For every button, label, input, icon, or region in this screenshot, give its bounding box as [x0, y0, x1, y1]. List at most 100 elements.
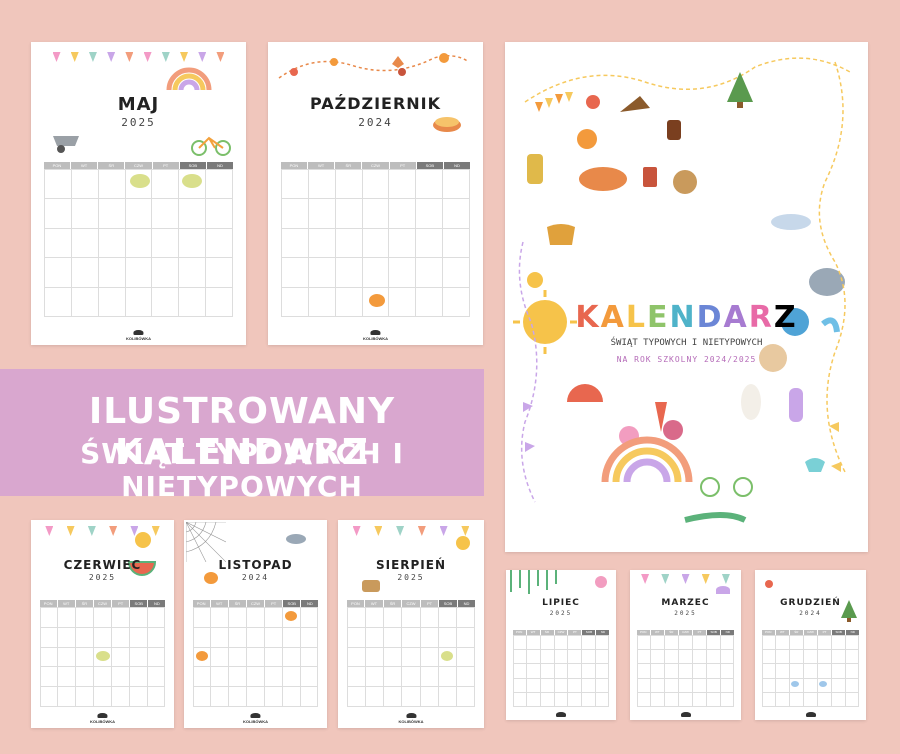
- calendar-cells: [346, 607, 476, 707]
- calendar-page-grudzien: GRUDZIEŃ 2024 PON WT ŚR CZW PT SOB ND: [755, 570, 866, 720]
- calendar-cells: [39, 607, 166, 707]
- cover-school-year: NA ROK SZKOLNY 2024/2025: [616, 355, 757, 364]
- weekday-header: PON: [192, 600, 210, 607]
- calendar-grid: PON WT ŚR CZW PT SOB ND: [39, 600, 166, 707]
- bicycle-icon: [191, 136, 231, 156]
- rainbow-icon: [166, 67, 212, 90]
- weekday-header: ND: [443, 162, 471, 169]
- autumn-garland-icon: [278, 53, 470, 79]
- ornament-icon: [765, 580, 773, 588]
- weekday-header: PON: [39, 600, 57, 607]
- month-year: 2025: [88, 573, 117, 582]
- publisher-logo: KOLIBÓWKA: [126, 330, 151, 341]
- weekday-header: ND: [457, 600, 476, 607]
- weekday-header: ŚR: [98, 162, 125, 169]
- publisher-logo: [680, 712, 691, 718]
- weekday-header: CZW: [125, 162, 152, 169]
- pumpkin-icon: [204, 572, 218, 584]
- weekday-header: PT: [568, 630, 582, 635]
- weekday-header: ŚR: [664, 630, 678, 635]
- pumpkin-icon: [368, 293, 385, 307]
- weekday-header: ND: [596, 630, 610, 635]
- month-year: 2025: [121, 116, 156, 129]
- weekday-header: PT: [389, 162, 416, 169]
- spiderweb-icon: [186, 522, 226, 562]
- weekday-header: WT: [57, 600, 75, 607]
- calendar-cells: [761, 635, 860, 707]
- weekday-header: ŚR: [540, 630, 554, 635]
- weekday-header: CZW: [362, 162, 389, 169]
- weekday-header: CZW: [803, 630, 818, 635]
- weekday-header: ND: [206, 162, 234, 169]
- calendar-cells: [43, 169, 234, 317]
- month-title: PAŹDZIERNIK: [309, 94, 442, 113]
- calendar-cells: [192, 607, 319, 707]
- sunflower-icon: [456, 536, 470, 550]
- month-year: 2025: [397, 573, 425, 582]
- calendar-grid: PON WT ŚR CZW PT SOB ND: [192, 600, 319, 707]
- calendar-grid: PON WT ŚR CZW PT SOB ND: [636, 630, 735, 707]
- weekday-header: PT: [112, 600, 130, 607]
- weekday-header: ŚR: [383, 600, 402, 607]
- publisher-logo: [805, 712, 816, 718]
- palm-leaves-icon: [510, 570, 607, 594]
- bunting-decoration: [45, 526, 160, 538]
- title-banner: ILUSTROWANY KALENDARZ ŚWIĄT TYPOWYCH I N…: [0, 369, 484, 503]
- basket-icon: [362, 580, 380, 592]
- weekday-header: ND: [301, 600, 319, 607]
- calendar-page-czerwiec: CZERWIEC 2025 PON WT ŚR CZW PT SOB ND KOLIBÓWK…: [31, 520, 174, 728]
- weekday-header: CZW: [93, 600, 112, 607]
- month-year: 2025: [674, 610, 697, 617]
- weekday-header: ND: [721, 630, 735, 635]
- calendar-grid: PON WT ŚR CZW PT SOB ND: [346, 600, 476, 707]
- weekday-header: PON: [43, 162, 71, 169]
- calendar-cells: [636, 635, 735, 707]
- weekday-header: SOB: [832, 630, 846, 635]
- weekday-header: ŚR: [789, 630, 803, 635]
- weekday-header: WT: [775, 630, 789, 635]
- watermelon-icon: [127, 561, 157, 576]
- weekday-header: ŚR: [228, 600, 246, 607]
- weekday-header: WT: [365, 600, 383, 607]
- publisher-logo: KOLIBÓWKA: [398, 713, 424, 724]
- weekday-header: CZW: [554, 630, 568, 635]
- banner-title-line1: ILUSTROWANY KALENDARZ: [88, 391, 396, 473]
- calendar-grid: PON WT ŚR CZW PT SOB ND: [512, 630, 610, 707]
- christmas-tree-icon: [841, 600, 857, 622]
- bunting-decoration: [641, 574, 730, 586]
- weekday-header: PON: [512, 630, 526, 635]
- month-year: 2024: [799, 610, 822, 617]
- month-title: LIPIEC: [542, 598, 580, 608]
- weekday-header: PON: [636, 630, 650, 635]
- calendar-page-sierpien: SIERPIEŃ 2025 PON WT ŚR CZW PT SOB ND KOLIBÓWK…: [338, 520, 484, 728]
- weekday-header: PON: [761, 630, 775, 635]
- calendar-grid: PON WT ŚR CZW PT SOB ND: [43, 162, 234, 317]
- weekday-header: ŚR: [75, 600, 93, 607]
- weekday-header: WT: [526, 630, 540, 635]
- weekday-header: PON: [346, 600, 365, 607]
- weekday-header: PT: [152, 162, 179, 169]
- calendar-grid: PON WT ŚR CZW PT SOB ND: [761, 630, 860, 707]
- cover-title: KALENDARZ: [575, 300, 798, 335]
- cloud-icon: [286, 534, 306, 544]
- cover-illustrations: [513, 57, 851, 523]
- month-title: SIERPIEŃ: [375, 558, 447, 572]
- weekday-header: SOB: [707, 630, 721, 635]
- weekday-header: CZW: [246, 600, 265, 607]
- publisher-logo: KOLIBÓWKA: [363, 330, 388, 341]
- month-title: LISTOPAD: [218, 558, 293, 572]
- month-year: 2024: [358, 116, 393, 129]
- calendar-page-lipiec: LIPIEC 2025 PON WT ŚR CZW PT SOB ND: [506, 570, 616, 720]
- calendar-cells: [280, 169, 471, 317]
- publisher-logo: [556, 712, 566, 718]
- calendar-page-maj: MAJ 2025 PON WT ŚR CZW PT SOB ND KOLIBÓW…: [31, 42, 246, 345]
- weekday-header: ND: [148, 600, 166, 607]
- month-title: GRUDZIEŃ: [780, 598, 841, 608]
- wheelbarrow-icon: [53, 136, 79, 153]
- weekday-header: SOB: [130, 600, 148, 607]
- weekday-header: WT: [210, 600, 228, 607]
- weekday-header: SOB: [179, 162, 206, 169]
- calendar-page-listopad: LISTOPAD 2024 PON WT ŚR CZW PT SOB ND KOLIBÓWK…: [184, 520, 327, 728]
- bunting-decoration: [352, 526, 470, 538]
- weekday-header: SOB: [416, 162, 443, 169]
